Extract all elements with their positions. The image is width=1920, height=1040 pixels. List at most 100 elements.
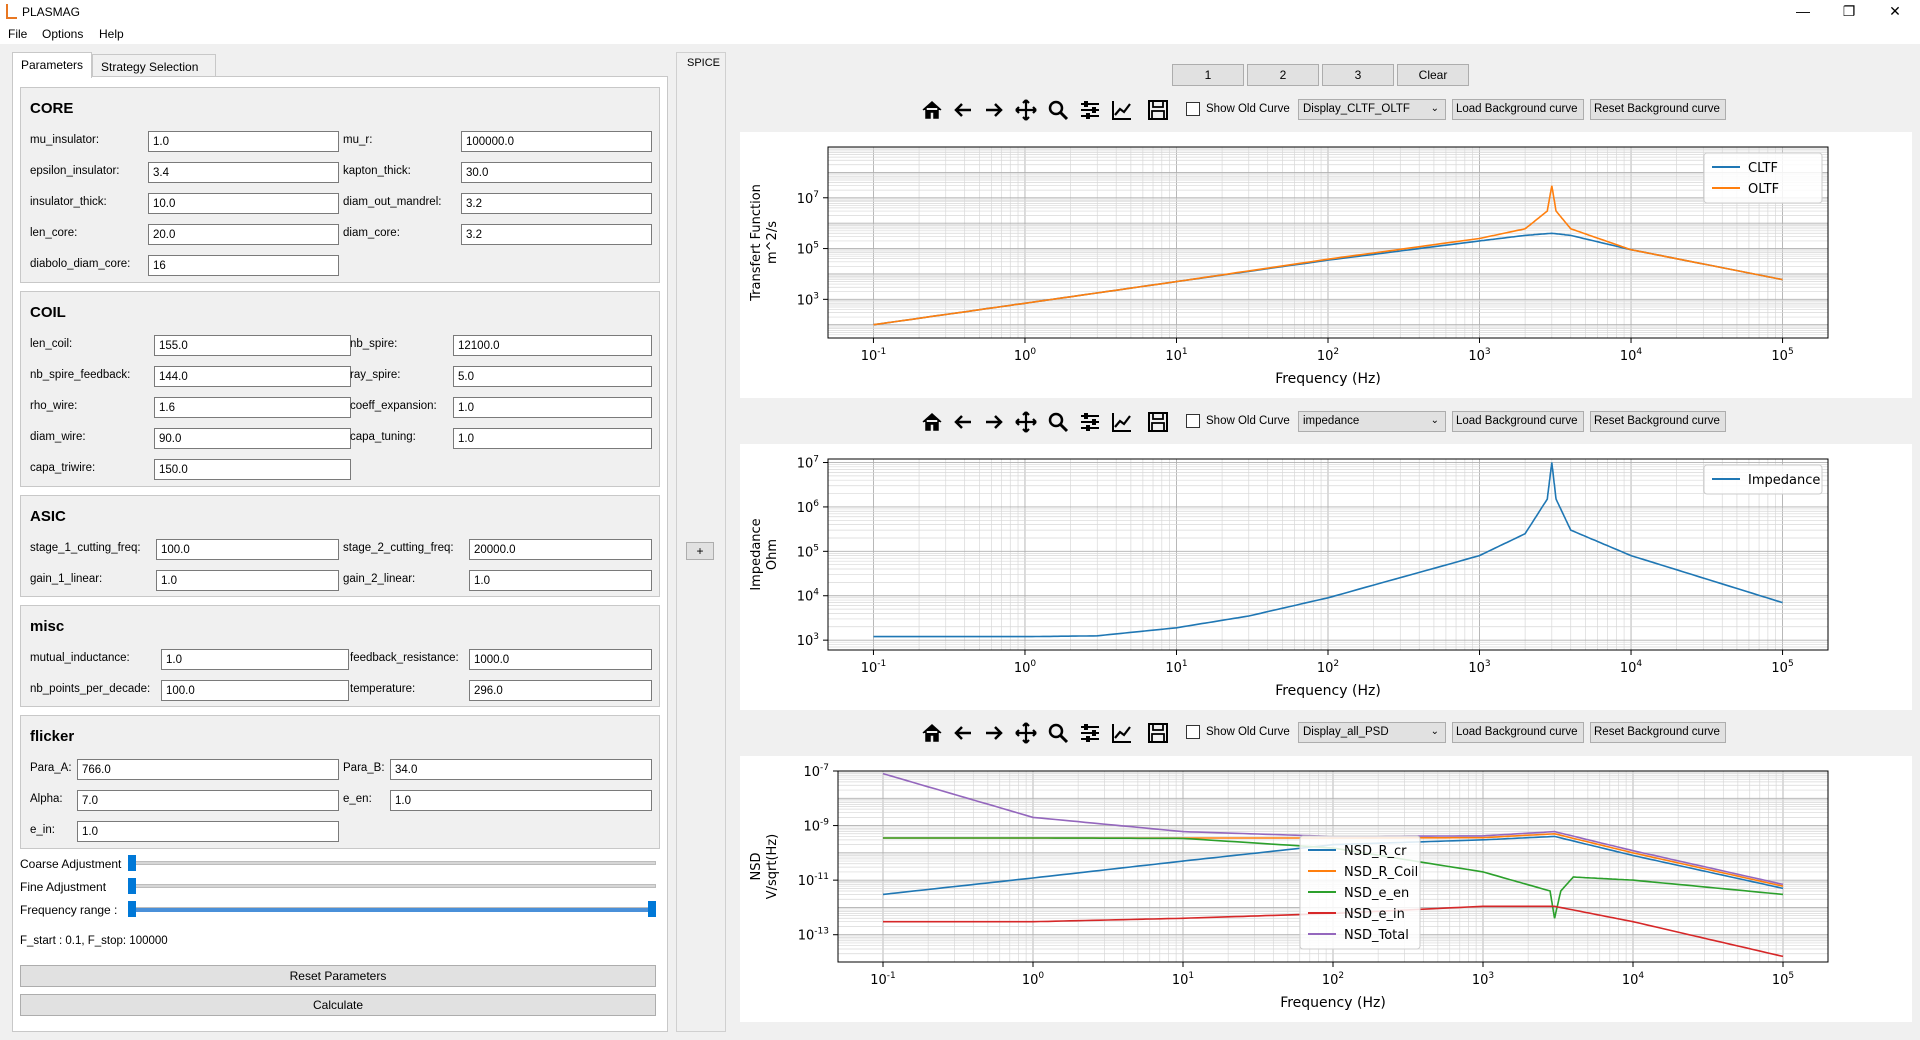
load-background-curve-button[interactable]: Load Background curve [1452,411,1584,432]
plot-display-combo[interactable]: impedance ⌄ [1298,411,1446,432]
forward-icon[interactable] [982,98,1006,122]
pan-icon[interactable] [1014,98,1038,122]
show-old-curve-checkbox[interactable] [1186,414,1200,428]
gain-1-linear-input[interactable] [156,570,339,591]
load-background-curve-button[interactable]: Load Background curve [1452,99,1584,120]
plot-toolbar-3: Show Old Curve Display_all_PSD ⌄ Load Backg… [910,720,1730,746]
flicker-group: flicker Para_A: Para_B: Alpha: e_en: e_i… [20,715,660,849]
reset-background-curve-button[interactable]: Reset Background curve [1590,722,1726,743]
edit-curve-icon[interactable] [1110,721,1134,745]
close-icon[interactable]: ✕ [1889,3,1901,19]
diam-core-input[interactable] [461,224,652,245]
temperature-input[interactable] [469,680,652,701]
mu-r-input[interactable] [461,131,652,152]
reset-parameters-button[interactable]: Reset Parameters [20,965,656,987]
fine-adjustment-label: Fine Adjustment [20,880,107,894]
forward-icon[interactable] [982,410,1006,434]
transfer-function-chart[interactable]: 10-1 100 101 102 103 104 105 103 105 107 Frequency… [740,132,1912,398]
stage-1-cutting-freq-input[interactable] [156,539,339,560]
ray-spire-input[interactable] [453,366,652,387]
load-background-curve-button[interactable]: Load Background curve [1452,722,1584,743]
fine-adjustment-slider[interactable] [128,884,656,888]
nb-spire-feedback-input[interactable] [154,366,351,387]
tab-button-2[interactable]: 2 [1247,64,1319,86]
zoom-icon[interactable] [1046,410,1070,434]
home-icon[interactable] [920,410,944,434]
tab-button-1[interactable]: 1 [1172,64,1244,86]
menu-file[interactable]: File [8,27,28,41]
reset-background-curve-button[interactable]: Reset Background curve [1590,411,1726,432]
show-old-curve-checkbox[interactable] [1186,725,1200,739]
show-old-curve-checkbox[interactable] [1186,102,1200,116]
pan-icon[interactable] [1014,410,1038,434]
fine-adjustment-handle[interactable] [128,878,136,894]
zoom-icon[interactable] [1046,721,1070,745]
tab-button-3[interactable]: 3 [1322,64,1394,86]
menu-options[interactable]: Options [42,27,84,41]
coarse-adjustment-handle[interactable] [128,855,136,871]
frequency-range-stop-handle[interactable] [648,901,656,917]
home-icon[interactable] [920,721,944,745]
title-bar: PLASMAG — ❐ ✕ [0,0,1920,24]
tab-parameters[interactable]: Parameters [12,52,92,78]
len-coil-input[interactable] [154,335,351,356]
parameters-panel: CORE mu_insulator: mu_r: epsilon_insulat… [12,76,668,1032]
diam-wire-input[interactable] [154,428,351,449]
maximize-icon[interactable]: ❐ [1842,3,1856,19]
clear-button[interactable]: Clear [1397,64,1469,86]
tab-strategy-selection[interactable]: Strategy Selection [92,54,216,78]
field-label: rho_wire: [30,400,78,412]
rho-wire-input[interactable] [154,397,351,418]
edit-curve-icon[interactable] [1110,98,1134,122]
coarse-adjustment-slider[interactable] [128,861,656,865]
plot-display-combo[interactable]: Display_CLTF_OLTF ⌄ [1298,99,1446,120]
configure-subplots-icon[interactable] [1078,98,1102,122]
gain-2-linear-input[interactable] [469,570,652,591]
epsilon-insulator-input[interactable] [148,162,339,183]
forward-icon[interactable] [982,721,1006,745]
kapton-thick-input[interactable] [461,162,652,183]
menu-help[interactable]: Help [99,27,124,41]
home-icon[interactable] [920,98,944,122]
stage-2-cutting-freq-input[interactable] [469,539,652,560]
plot-display-combo[interactable]: Display_all_PSD ⌄ [1298,722,1446,743]
diabolo-diam-core-input[interactable] [148,255,339,276]
para-a-input[interactable] [77,759,339,780]
back-icon[interactable] [951,721,975,745]
pan-icon[interactable] [1014,721,1038,745]
e-en-input[interactable] [390,790,652,811]
back-icon[interactable] [951,98,975,122]
insulator-thick-input[interactable] [148,193,339,214]
configure-subplots-icon[interactable] [1078,410,1102,434]
noise-density-chart[interactable]: 10-1 100 101 102 103 104 105 10-13 10-11 10-9 10-7… [740,756,1912,1022]
impedance-chart[interactable]: 10-1 100 101 102 103 104 105 103 104 105 106 107 Fre… [740,444,1912,710]
configure-subplots-icon[interactable] [1078,721,1102,745]
spice-add-button[interactable]: + [686,542,714,560]
coeff-expansion-input[interactable] [453,397,652,418]
capa-tuning-input[interactable] [453,428,652,449]
mutual-inductance-input[interactable] [161,649,349,670]
frequency-range-start-handle[interactable] [128,901,136,917]
x-tick-label: 103 [1468,659,1490,676]
capa-triwire-input[interactable] [154,459,351,480]
zoom-icon[interactable] [1046,98,1070,122]
legend-label: NSD_R_Coil [1344,865,1418,880]
reset-background-curve-button[interactable]: Reset Background curve [1590,99,1726,120]
save-icon[interactable] [1146,721,1170,745]
back-icon[interactable] [951,410,975,434]
feedback-resistance-input[interactable] [469,649,652,670]
len-core-input[interactable] [148,224,339,245]
field-label: ray_spire: [350,369,401,381]
minimize-icon[interactable]: — [1796,3,1810,19]
alpha-input[interactable] [77,790,339,811]
diam-out-mandrel-input[interactable] [461,193,652,214]
nb-points-per-decade-input[interactable] [161,680,349,701]
save-icon[interactable] [1146,98,1170,122]
save-icon[interactable] [1146,410,1170,434]
para-b-input[interactable] [390,759,652,780]
edit-curve-icon[interactable] [1110,410,1134,434]
e-in-input[interactable] [77,821,339,842]
calculate-button[interactable]: Calculate [20,994,656,1016]
nb-spire-input[interactable] [453,335,652,356]
mu-insulator-input[interactable] [148,131,339,152]
